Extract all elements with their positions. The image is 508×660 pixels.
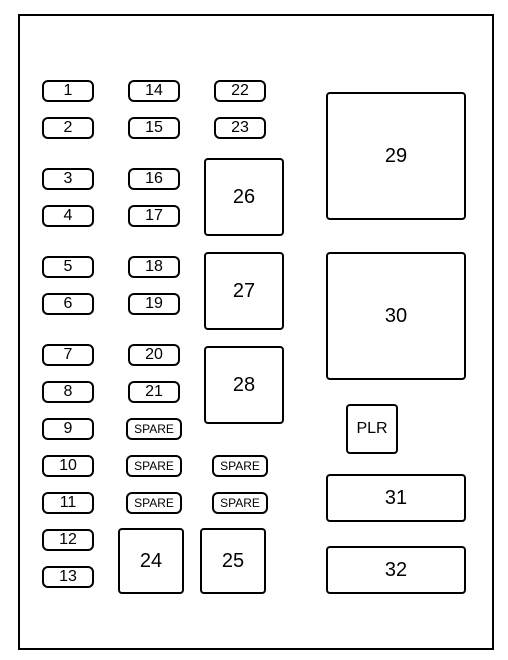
fuse-21: 21 <box>128 381 180 403</box>
fuse-spare: SPARE <box>212 455 268 477</box>
fuse-20: 20 <box>128 344 180 366</box>
fuse-6: 6 <box>42 293 94 315</box>
fuse-19: 19 <box>128 293 180 315</box>
fuse-11: 11 <box>42 492 94 514</box>
fuse-12: 12 <box>42 529 94 551</box>
fuse-diagram-stage: 123456789101112131415161718192021SPARESP… <box>0 0 508 660</box>
relay-29: 29 <box>326 92 466 220</box>
fuse-2: 2 <box>42 117 94 139</box>
relay-32: 32 <box>326 546 466 594</box>
fuse-7: 7 <box>42 344 94 366</box>
fuse-5: 5 <box>42 256 94 278</box>
fuse-4: 4 <box>42 205 94 227</box>
fuse-17: 17 <box>128 205 180 227</box>
fuse-14: 14 <box>128 80 180 102</box>
relay-27: 27 <box>204 252 284 330</box>
fuse-10: 10 <box>42 455 94 477</box>
fuse-spare: SPARE <box>126 418 182 440</box>
fuse-spare: SPARE <box>212 492 268 514</box>
fuse-spare: SPARE <box>126 492 182 514</box>
fuse-8: 8 <box>42 381 94 403</box>
fuse-18: 18 <box>128 256 180 278</box>
relay-24: 24 <box>118 528 184 594</box>
fuse-23: 23 <box>214 117 266 139</box>
fuse-spare: SPARE <box>126 455 182 477</box>
fuse-22: 22 <box>214 80 266 102</box>
relay-26: 26 <box>204 158 284 236</box>
relay-31: 31 <box>326 474 466 522</box>
relay-25: 25 <box>200 528 266 594</box>
fuse-1: 1 <box>42 80 94 102</box>
fuse-13: 13 <box>42 566 94 588</box>
relay-plr: PLR <box>346 404 398 454</box>
relay-28: 28 <box>204 346 284 424</box>
relay-30: 30 <box>326 252 466 380</box>
fuse-15: 15 <box>128 117 180 139</box>
fuse-9: 9 <box>42 418 94 440</box>
fuse-3: 3 <box>42 168 94 190</box>
fuse-16: 16 <box>128 168 180 190</box>
